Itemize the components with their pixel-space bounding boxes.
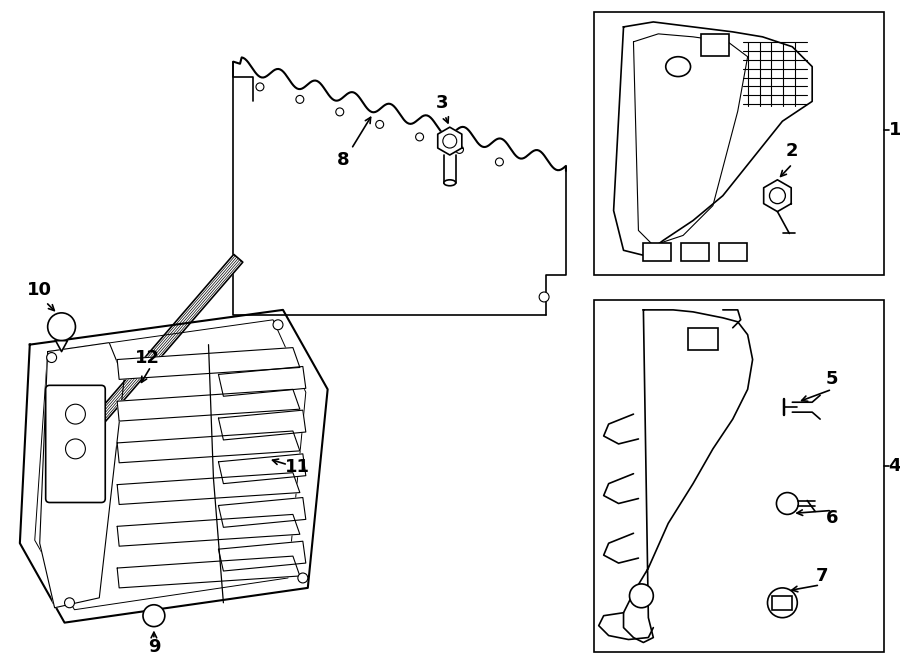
Polygon shape: [624, 310, 752, 642]
Text: 6: 6: [826, 510, 838, 527]
Circle shape: [416, 133, 424, 141]
Text: 10: 10: [27, 281, 52, 299]
Polygon shape: [20, 310, 328, 623]
Polygon shape: [56, 340, 68, 352]
Circle shape: [336, 108, 344, 116]
Circle shape: [375, 120, 383, 128]
Polygon shape: [219, 454, 306, 484]
Circle shape: [768, 588, 797, 617]
Circle shape: [256, 83, 264, 91]
Bar: [594, 12, 884, 275]
Polygon shape: [219, 410, 306, 440]
Bar: [594, 300, 884, 652]
Bar: [772, 596, 792, 609]
Circle shape: [48, 313, 76, 340]
Polygon shape: [764, 180, 791, 212]
Circle shape: [66, 405, 86, 424]
Ellipse shape: [666, 57, 690, 77]
Circle shape: [455, 145, 464, 153]
Bar: [644, 243, 671, 261]
Circle shape: [777, 492, 798, 514]
Bar: [719, 243, 747, 261]
Polygon shape: [40, 342, 124, 607]
Polygon shape: [219, 366, 306, 396]
Polygon shape: [117, 473, 300, 504]
Polygon shape: [117, 556, 300, 588]
Ellipse shape: [444, 180, 455, 186]
Circle shape: [47, 352, 57, 362]
Polygon shape: [219, 498, 306, 527]
Polygon shape: [117, 389, 300, 421]
Text: 7: 7: [816, 567, 828, 585]
Polygon shape: [117, 431, 300, 463]
Text: 5: 5: [826, 370, 838, 389]
Circle shape: [143, 605, 165, 627]
Circle shape: [65, 598, 75, 607]
Text: 2: 2: [786, 142, 798, 160]
Text: 8: 8: [337, 151, 349, 169]
Circle shape: [443, 134, 456, 148]
Circle shape: [66, 439, 86, 459]
Circle shape: [496, 158, 503, 166]
Circle shape: [539, 292, 549, 302]
Bar: [688, 328, 718, 350]
Polygon shape: [117, 514, 300, 546]
Text: 12: 12: [134, 348, 159, 367]
Text: 9: 9: [148, 639, 160, 656]
Polygon shape: [437, 127, 462, 155]
Polygon shape: [219, 541, 306, 571]
Circle shape: [296, 95, 304, 103]
Text: 4: 4: [888, 457, 900, 475]
Circle shape: [770, 188, 786, 204]
Circle shape: [629, 584, 653, 607]
Circle shape: [273, 320, 283, 330]
Polygon shape: [85, 254, 243, 435]
Text: 11: 11: [285, 458, 310, 476]
Text: 3: 3: [436, 95, 448, 112]
Bar: [681, 243, 709, 261]
Bar: [701, 34, 729, 56]
Polygon shape: [614, 22, 812, 255]
FancyBboxPatch shape: [46, 385, 105, 502]
Polygon shape: [117, 348, 300, 379]
Text: 1: 1: [888, 122, 900, 139]
Circle shape: [298, 573, 308, 583]
Polygon shape: [233, 58, 566, 315]
